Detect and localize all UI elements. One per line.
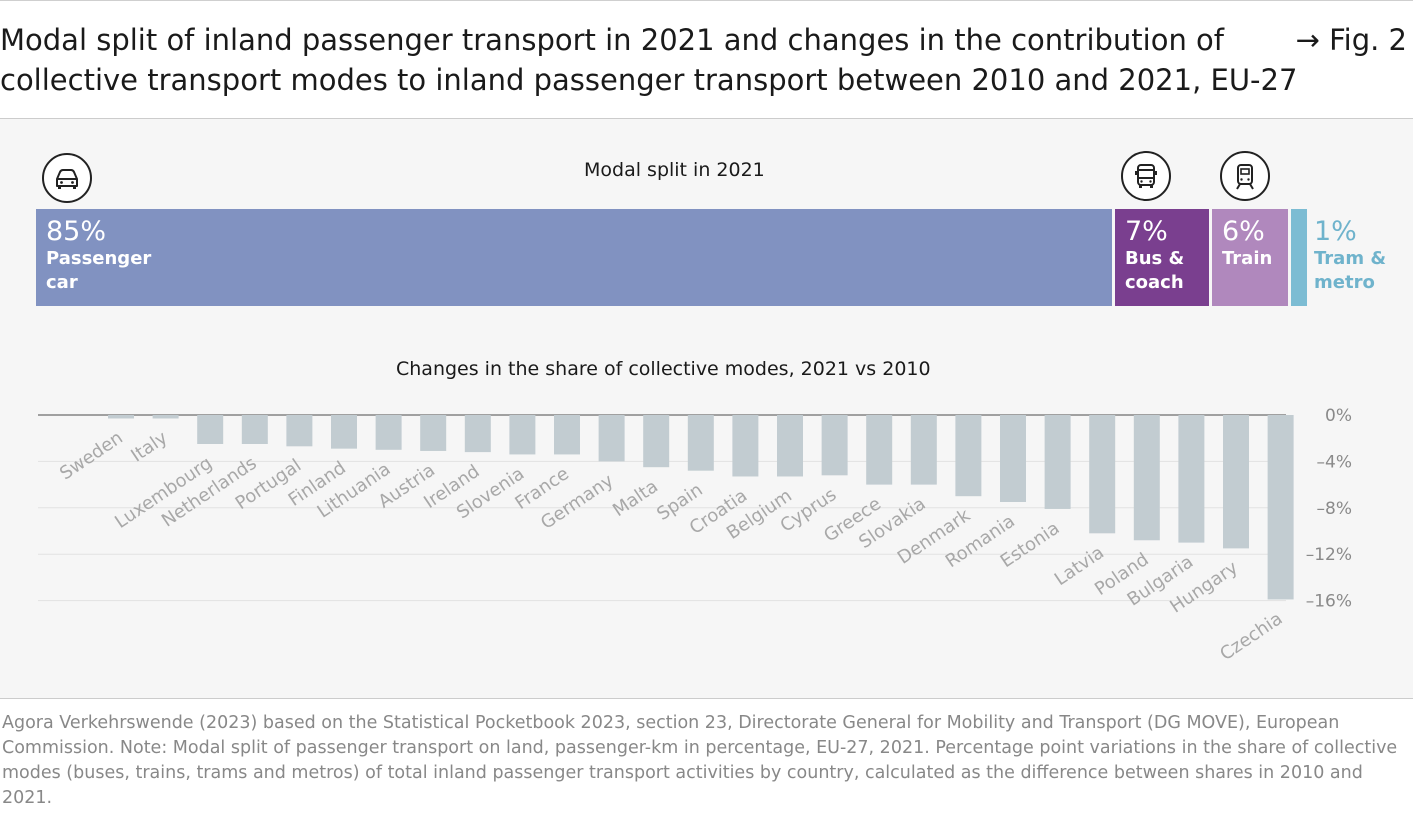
bar-slovakia	[910, 415, 937, 485]
y-tick-label: –8%	[1317, 499, 1352, 519]
segment-label: Passenger	[46, 248, 152, 269]
segment-train: 6% Train	[1212, 209, 1288, 306]
bar-greece	[866, 415, 893, 485]
top-rule	[0, 0, 1413, 1]
bar-czechia	[1267, 415, 1294, 600]
bar-france	[554, 415, 580, 455]
bar-bulgaria	[1178, 415, 1205, 543]
source-note: Agora Verkehrswende (2023) based on the …	[2, 713, 1398, 808]
bus-icon	[1121, 151, 1171, 201]
car-icon	[42, 153, 92, 203]
segment-label: Train	[1222, 248, 1273, 269]
modal-split-title: Modal split in 2021	[584, 159, 765, 181]
segment-value: 1%	[1314, 216, 1357, 247]
bar-finland	[331, 415, 357, 449]
bar-sweden	[108, 415, 134, 419]
segment-label: coach	[1125, 272, 1184, 293]
x-tick-label: Sweden	[56, 427, 127, 484]
bar-estonia	[1044, 415, 1071, 509]
bar-austria	[420, 415, 447, 451]
segment-label: car	[46, 272, 78, 293]
segment-label: Tram &	[1314, 248, 1387, 269]
y-tick-label: –4%	[1317, 452, 1352, 472]
changes-title: Changes in the share of collective modes…	[396, 358, 931, 380]
y-tick-label: –12%	[1306, 545, 1352, 565]
title-line-1: Modal split of inland passenger transpor…	[0, 23, 1225, 57]
bar-lithuania	[375, 415, 402, 450]
segment-label: metro	[1314, 272, 1375, 293]
bar-denmark	[955, 415, 982, 497]
bar-cyprus	[821, 415, 848, 476]
bar-portugal	[286, 415, 313, 447]
segment-label: Bus &	[1125, 248, 1185, 269]
bar-luxembourg	[197, 415, 224, 444]
bar-netherlands	[241, 415, 268, 444]
bar-poland	[1133, 415, 1160, 541]
bar-germany	[598, 415, 625, 462]
bar-belgium	[777, 415, 803, 477]
y-tick-label: 0%	[1325, 406, 1352, 426]
tram-metro-label: 1% Tram & metro	[1314, 217, 1386, 295]
bar-latvia	[1089, 415, 1116, 534]
changes-bar-chart: 0%–4%–8%–12%–16%Sweden ItalyLuxembourgNet…	[38, 406, 1352, 665]
bar-italy	[152, 415, 179, 419]
segment-passenger-car: 85% Passenger car	[36, 209, 1112, 306]
title-line-2: collective transport modes to inland pas…	[0, 63, 1298, 97]
segment-value: 85%	[46, 216, 107, 247]
bar-ireland	[464, 415, 491, 453]
x-tick-label: Czechia	[1216, 608, 1286, 665]
x-tick-label: Italy	[127, 427, 171, 466]
segment-tram-metro	[1291, 209, 1307, 306]
bar-spain	[687, 415, 714, 471]
figure-title: Modal split of inland passenger transpor…	[0, 20, 1298, 100]
train-icon	[1220, 151, 1270, 201]
segment-bus-coach: 7% Bus & coach	[1115, 209, 1209, 306]
bar-croatia	[732, 415, 759, 477]
segment-value: 7%	[1125, 216, 1168, 247]
bar-hungary	[1223, 415, 1249, 549]
segment-value: 6%	[1222, 216, 1265, 247]
bar-slovenia	[509, 415, 536, 455]
chart-panel: Modal split in 2021 85% Passenger car 7%…	[0, 118, 1413, 699]
y-tick-label: –16%	[1306, 592, 1352, 612]
x-tick-label: Malta	[609, 476, 662, 521]
bar-romania	[1000, 415, 1026, 502]
bar-malta	[643, 415, 670, 468]
figure-reference: → Fig. 2	[1295, 23, 1407, 57]
